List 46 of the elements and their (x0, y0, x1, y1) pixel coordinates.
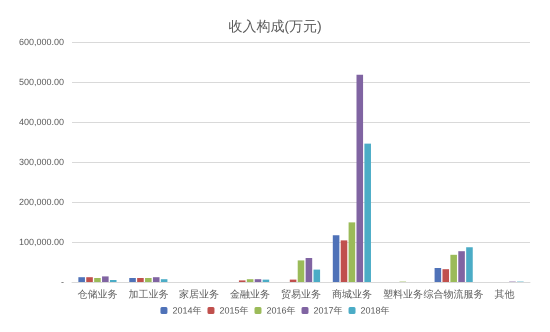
bar (332, 235, 340, 282)
x-tick-label: 家居业务 (179, 288, 220, 300)
bar (348, 222, 356, 282)
x-tick-label: 贸易业务 (281, 288, 321, 300)
legend-label: 2016年 (266, 306, 296, 316)
bar (254, 279, 262, 282)
y-tick-label: - (61, 277, 64, 287)
bar (246, 279, 254, 282)
y-tick-label: 500,000.00 (18, 77, 64, 87)
bar (94, 278, 101, 282)
bar (86, 277, 93, 282)
bar (364, 144, 371, 282)
bar (160, 279, 168, 282)
bar (314, 270, 320, 282)
y-tick-label: 400,000.00 (18, 117, 64, 127)
legend-label: 2017年 (314, 306, 343, 316)
y-tick-label: 600,000.00 (18, 37, 64, 47)
legend-label: 2014年 (172, 306, 202, 316)
bar (78, 277, 85, 282)
bar (152, 277, 160, 282)
bar (458, 251, 465, 282)
x-tick-label: 加工业务 (128, 288, 168, 300)
bar (137, 278, 144, 282)
x-tick-label: 塑料业务 (382, 288, 423, 300)
y-tick-label: 300,000.00 (18, 157, 64, 167)
bar (466, 247, 473, 282)
bar (340, 240, 348, 282)
x-tick-label: 综合物流服务 (424, 288, 484, 300)
chart-title: 收入构成(万元) (228, 18, 322, 34)
x-tick-label: 金融业务 (230, 288, 270, 300)
bar (450, 254, 457, 282)
bar (298, 260, 304, 282)
x-tick-label: 商城业务 (332, 288, 372, 300)
y-tick-label: 200,000.00 (18, 197, 64, 207)
y-tick-label: 100,000.00 (18, 237, 64, 247)
bar (102, 276, 109, 282)
x-tick-label: 仓储业务 (77, 288, 118, 300)
bar (356, 74, 364, 282)
bar (145, 278, 152, 282)
bar (442, 269, 450, 282)
legend-label: 2015年 (219, 306, 248, 316)
bar (434, 268, 442, 282)
legend-label: 2018年 (360, 306, 390, 316)
bar (306, 258, 312, 282)
x-tick-label: 其他 (494, 288, 515, 300)
bar (129, 278, 136, 282)
